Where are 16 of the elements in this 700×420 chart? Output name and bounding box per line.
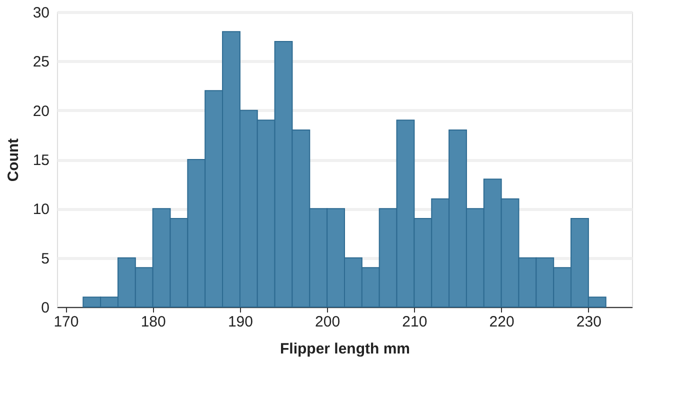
x-axis-title: Flipper length mm	[280, 340, 410, 358]
x-tick-label: 230	[576, 314, 602, 330]
y-tick-label: 10	[32, 201, 50, 218]
y-tick-label: 20	[32, 102, 50, 120]
y-tick-label: 5	[41, 250, 50, 268]
y-tick-label: 30	[32, 4, 50, 22]
x-tick-label: 170	[54, 314, 79, 330]
y-tick-label: 25	[32, 54, 50, 71]
x-tick-label: 180	[140, 314, 166, 330]
x-tick-label: 190	[228, 314, 253, 330]
x-tick-label: 220	[489, 314, 514, 330]
y-tick-label: 0	[41, 300, 50, 316]
y-axis-title: Count	[4, 138, 22, 182]
x-tick-label: 200	[315, 314, 340, 330]
x-tick-label: 210	[402, 314, 428, 330]
y-tick-label: 15	[32, 152, 50, 169]
